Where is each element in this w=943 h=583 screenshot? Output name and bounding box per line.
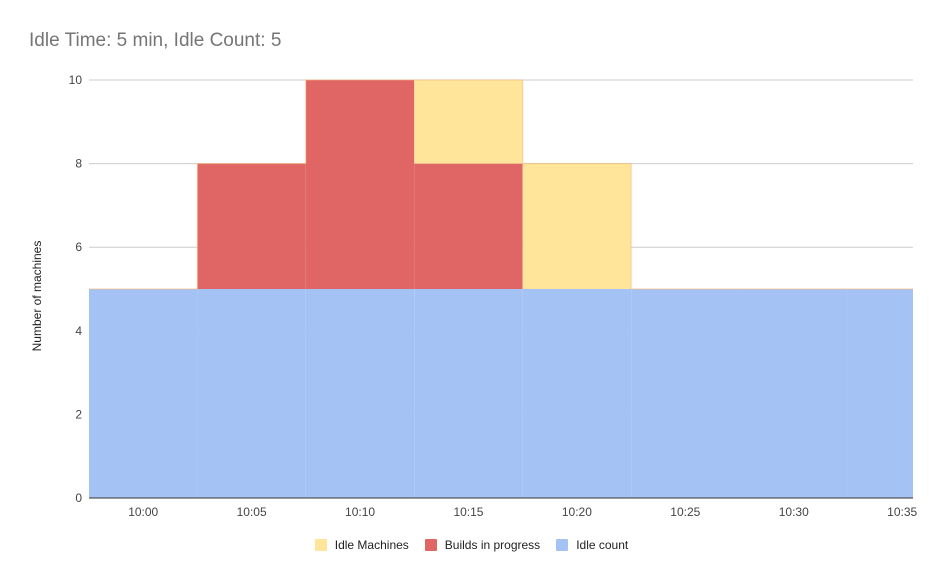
area-segment — [414, 163, 523, 289]
legend-label: Builds in progress — [444, 538, 541, 552]
legend-label: Idle count — [576, 538, 629, 552]
y-tick-label: 4 — [75, 324, 82, 338]
area-segment — [305, 80, 415, 289]
area-segment — [305, 289, 415, 498]
total-outline — [89, 79, 913, 290]
legend-item: Idle Machines — [314, 538, 409, 552]
area-segment — [739, 289, 848, 498]
legend-swatch — [424, 539, 437, 551]
y-tick-label: 6 — [75, 240, 82, 254]
legend-swatch — [556, 539, 569, 551]
x-tick-label: 10:30 — [779, 505, 809, 519]
area-segment — [89, 289, 198, 498]
legend-label: Idle Machines — [334, 538, 409, 552]
x-tick-label: 10:20 — [562, 505, 592, 519]
area-segment — [197, 163, 306, 289]
y-tick-label: 2 — [75, 407, 82, 421]
area-segment — [522, 163, 632, 289]
x-tick-label: 10:15 — [453, 505, 483, 519]
area-segment — [197, 289, 306, 498]
area-segment — [414, 80, 523, 164]
y-tick-label: 10 — [69, 73, 83, 87]
area-segment — [414, 289, 523, 498]
y-tick-label: 0 — [75, 491, 82, 505]
area-segment — [631, 289, 740, 498]
x-tick-label: 10:00 — [128, 505, 158, 519]
x-tick-label: 10:25 — [670, 505, 700, 519]
legend-swatch — [314, 539, 327, 551]
x-tick-label: 10:35 — [887, 505, 917, 519]
x-tick-label: 10:05 — [237, 505, 267, 519]
y-tick-label: 8 — [75, 157, 82, 171]
area-segment — [847, 289, 913, 498]
x-tick-label: 10:10 — [345, 505, 375, 519]
chart-title: Idle Time: 5 min, Idle Count: 5 — [29, 30, 282, 51]
legend-item: Idle count — [556, 538, 628, 552]
legend: Idle Machines Builds in progress Idle coun… — [0, 538, 943, 552]
area-segment — [522, 289, 632, 498]
legend-item: Builds in progress — [424, 538, 541, 552]
